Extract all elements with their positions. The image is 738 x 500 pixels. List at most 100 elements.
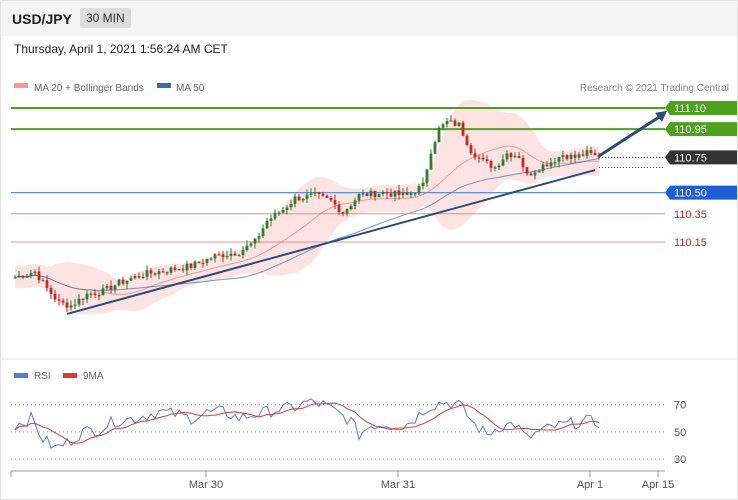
candle-body xyxy=(321,193,325,196)
rsi-tick-label: 30 xyxy=(674,454,686,466)
candle-body xyxy=(101,288,105,296)
rsi-ma-line xyxy=(14,402,600,444)
candle-body xyxy=(273,212,277,219)
candle-body xyxy=(57,299,61,301)
candle-body xyxy=(365,193,369,197)
candle-body xyxy=(181,269,185,271)
candle-body xyxy=(541,164,545,171)
candle-body xyxy=(213,254,217,259)
candle-body xyxy=(377,194,381,198)
candle-body xyxy=(193,261,197,268)
candle-body xyxy=(353,200,357,206)
candle-body xyxy=(485,159,489,162)
candle-body xyxy=(373,190,377,198)
ma9-legend-label: 9MA xyxy=(83,371,104,382)
candle-body xyxy=(297,196,301,201)
rsi-tick-label: 50 xyxy=(674,427,686,439)
candle-body xyxy=(249,243,253,246)
level-label: 111.10 xyxy=(674,103,706,115)
trendline xyxy=(66,169,596,315)
candle-body xyxy=(221,254,225,258)
price-levels: 111.10 110.95 110.75 110.50 110.35 110.15 xyxy=(11,101,737,249)
candle-body xyxy=(557,157,561,163)
candle-body xyxy=(81,298,85,300)
level-tag xyxy=(665,122,737,137)
candle-body xyxy=(129,278,133,281)
candle-body xyxy=(97,295,101,297)
candle-body xyxy=(217,254,221,256)
candle-body xyxy=(29,273,33,276)
candle-body xyxy=(589,150,593,154)
candle-body xyxy=(301,198,305,201)
level-tag xyxy=(665,101,737,115)
candle-body xyxy=(461,122,465,136)
rsi-line xyxy=(14,398,600,450)
candle-body xyxy=(389,193,393,197)
candle-body xyxy=(341,211,345,214)
candle-body xyxy=(345,209,349,214)
candle-body xyxy=(37,271,41,281)
candle-body xyxy=(569,154,573,159)
candle-body xyxy=(265,220,269,229)
ma50-line xyxy=(14,158,600,291)
candle-body xyxy=(429,153,433,170)
projection-arrow-head xyxy=(655,110,667,122)
candle-body xyxy=(21,275,25,278)
candle-body xyxy=(285,207,289,210)
rsi-legend-label: RSI xyxy=(34,371,51,382)
candle-body xyxy=(245,245,249,251)
ma20-legend-label: MA 20 + Bollinger Bands xyxy=(34,83,144,94)
x-tick-label: Mar 31 xyxy=(381,479,415,491)
candle-body xyxy=(565,155,569,159)
candle-body xyxy=(61,300,65,303)
candle-body xyxy=(597,154,601,158)
candle-body xyxy=(189,263,193,268)
candle-body xyxy=(325,195,329,198)
candle-body xyxy=(65,302,69,308)
candle-body xyxy=(509,153,513,158)
candle-body xyxy=(25,275,29,278)
candle-body xyxy=(417,185,421,194)
candle-body xyxy=(333,200,337,205)
candle-body xyxy=(533,172,537,176)
candle-body xyxy=(253,238,257,244)
candle-body xyxy=(573,154,577,158)
candle-body xyxy=(209,258,213,260)
datetime-label: Thursday, April 1, 2021 1:56:24 AM CET xyxy=(14,42,228,56)
candle-body xyxy=(201,262,205,265)
candle-body xyxy=(329,197,333,201)
candle-body xyxy=(225,255,229,258)
candle-body xyxy=(585,150,589,156)
timeframe-button[interactable]: 30 MIN xyxy=(80,8,131,28)
symbol-label: USD/JPY xyxy=(12,11,72,27)
candle-body xyxy=(317,192,321,194)
candle-body xyxy=(13,277,17,279)
bollinger-bands xyxy=(15,100,599,315)
bollinger-band-area xyxy=(15,100,599,315)
top-bar: USD/JPY 30 MIN xyxy=(1,1,737,36)
candle-body xyxy=(145,270,149,277)
candle-body xyxy=(529,173,533,176)
candle-body xyxy=(77,298,81,305)
candle-body xyxy=(277,212,281,214)
candle-body xyxy=(305,194,309,199)
candle-body xyxy=(89,293,93,295)
candle-body xyxy=(177,269,181,271)
candle-body xyxy=(157,271,161,275)
candle-body xyxy=(405,192,409,195)
candle-body xyxy=(309,193,313,195)
candle-body xyxy=(453,120,457,126)
candle-body xyxy=(517,156,521,158)
candle-body xyxy=(109,285,113,290)
candle-body xyxy=(169,267,173,273)
candle-body xyxy=(141,276,145,278)
ma20-legend-swatch xyxy=(14,83,28,88)
candle-body xyxy=(421,182,425,186)
candle-body xyxy=(93,293,97,296)
candle-body xyxy=(117,279,121,286)
candle-body xyxy=(233,253,237,256)
candle-body xyxy=(549,162,553,167)
candle-body xyxy=(561,155,565,158)
candle-body xyxy=(257,236,261,239)
